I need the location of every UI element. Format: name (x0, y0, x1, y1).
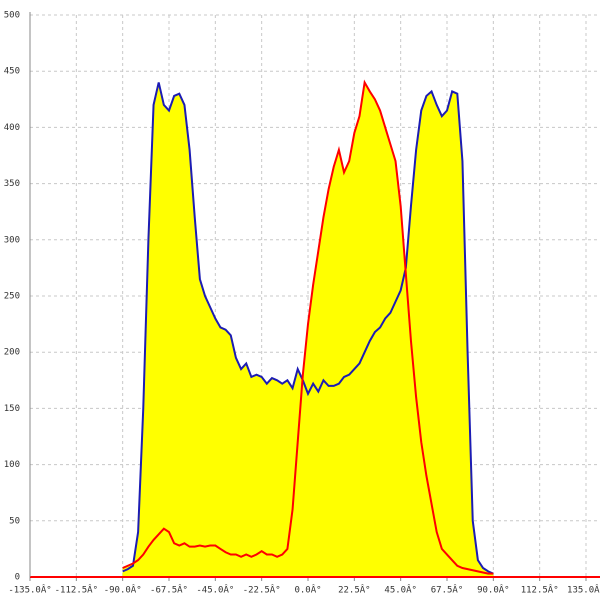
lines (122, 79, 494, 575)
y-tick-label: 200 (4, 348, 20, 358)
x-tick-label: -67.5Â° (150, 584, 188, 596)
y-tick-label: 450 (4, 67, 20, 77)
x-tick-label: 90.0Â° (477, 584, 510, 596)
x-tick-label: 22.5Â° (338, 584, 371, 596)
line (122, 79, 494, 575)
x-tick-label: -112.5Â° (55, 584, 98, 596)
y-tick-label: 250 (4, 292, 20, 302)
y-tick-label: 100 (4, 460, 20, 470)
x-tick-label: -45.0Â° (196, 584, 234, 596)
y-tick-label: 400 (4, 123, 20, 133)
x-tick-label: 112.5Â° (521, 584, 559, 596)
x-tick-label: 45.0Â° (384, 584, 417, 596)
x-tick-label: -22.5Â° (243, 584, 281, 596)
y-tick-label: 300 (4, 235, 20, 245)
x-tick-label: 135.0Â° (567, 584, 600, 596)
y-tick-label: 350 (4, 179, 20, 189)
x-tick-label: 67.5Â° (431, 584, 464, 596)
x-tick-label: -90.0Â° (104, 584, 142, 596)
y-tick-label: 50 (9, 516, 20, 526)
line (122, 82, 494, 575)
y-tick-label: 500 (4, 11, 20, 21)
labels: 0 50 100 150 200 250 300 350 400 450 500 -135.0Â° -1… (4, 11, 600, 596)
x-tick-label: -135.0Â° (8, 584, 51, 596)
x-tick-label: 0.0Â° (294, 584, 321, 596)
y-tick-label: 0 (15, 573, 20, 583)
y-tick-label: 150 (4, 404, 20, 414)
